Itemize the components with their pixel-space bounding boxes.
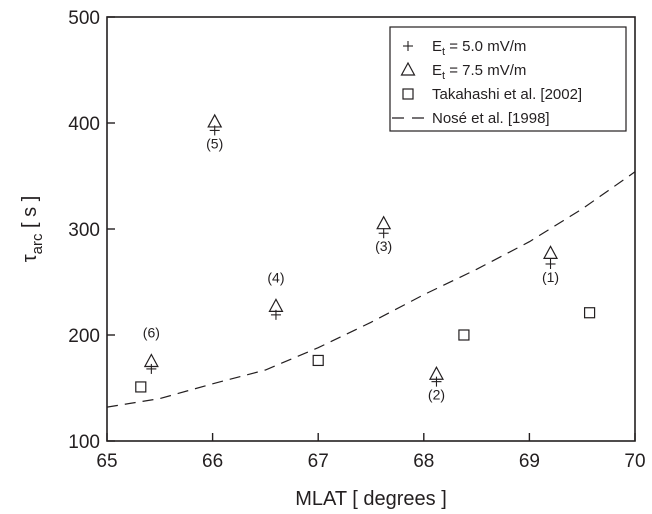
event-label: (5): [206, 135, 223, 151]
event-label: (3): [375, 238, 392, 254]
x-tick-label: 70: [624, 451, 645, 472]
y-tick-label: 500: [68, 8, 100, 29]
square-point: [312, 354, 324, 367]
triangle-point: [207, 113, 223, 128]
event-label: (4): [267, 269, 284, 285]
y-tick-label: 400: [68, 114, 100, 135]
triangle-point: [268, 298, 284, 312]
data-marks: [135, 113, 596, 393]
triangle-point: [543, 245, 559, 259]
axis-ticks: 65 66 67 68 69 70 100 200 300 400 500: [68, 8, 645, 472]
x-tick-label: 65: [96, 451, 117, 472]
legend-label: Nosé et al. [1998]: [432, 110, 550, 127]
y-tick-label: 300: [68, 220, 100, 241]
legend-plus-symbol: [403, 41, 413, 51]
legend-box: [389, 26, 627, 132]
legend-label: Takahashi et al. [2002]: [432, 86, 582, 103]
nose-curve-layer: [106, 171, 636, 408]
y-tick-label: 100: [68, 432, 100, 453]
y-axis-unit: [ s ]: [19, 196, 41, 234]
x-axis-title: MLAT [ degrees ]: [295, 488, 447, 510]
square-point: [583, 307, 596, 319]
legend-label: Et = 5.0 mV/m: [432, 38, 526, 58]
square-point: [135, 381, 147, 393]
y-tick-label: 200: [68, 326, 100, 347]
event-label: (6): [143, 325, 160, 341]
plus-point: [378, 228, 389, 239]
triangle-point: [376, 215, 392, 230]
event-label: (2): [428, 387, 445, 403]
legend-square-symbol: [402, 88, 414, 100]
event-annotations: (1) (2) (3) (4) (5) (6): [143, 135, 559, 402]
x-tick-label: 67: [308, 451, 329, 472]
y-axis-title: τarc [ s ]: [19, 196, 46, 263]
plus-point: [146, 363, 157, 374]
x-tick-label: 68: [413, 451, 434, 472]
legend-label: Et = 7.5 mV/m: [432, 62, 526, 82]
y-axis-subscript: arc: [29, 233, 46, 254]
event-label: (1): [542, 269, 559, 285]
x-tick-label: 69: [519, 451, 540, 472]
plus-point: [431, 376, 442, 387]
legend-triangle-symbol: [400, 61, 416, 76]
nose-1998-curve: [106, 171, 636, 408]
triangle-point: [428, 365, 444, 380]
square-point: [458, 329, 470, 341]
y-axis-symbol: τ: [19, 254, 41, 262]
triangle-point: [143, 353, 159, 368]
x-tick-label: 66: [202, 451, 223, 472]
plus-point: [545, 258, 556, 269]
legend: Et = 5.0 mV/m Et = 7.5 mV/m Takahashi et a…: [389, 26, 627, 132]
